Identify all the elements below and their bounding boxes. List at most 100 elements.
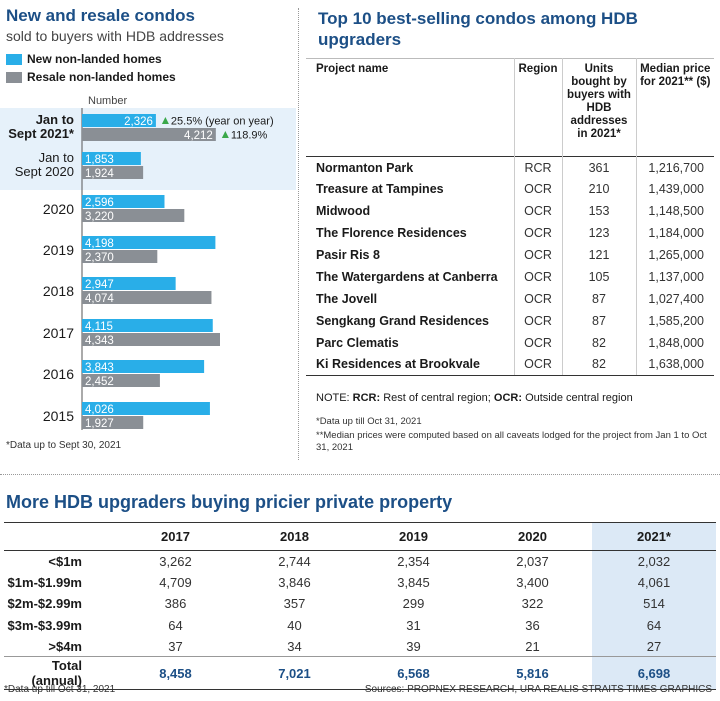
- top10-header-row: Project name Region Units bought by buye…: [306, 58, 714, 157]
- units-cell: 82: [562, 331, 637, 354]
- units-cell: 361: [562, 156, 637, 179]
- value-cell: 6,698: [592, 656, 716, 691]
- region-cell: OCR: [514, 244, 563, 266]
- project-name-cell: Sengkang Grand Residences: [306, 309, 515, 332]
- value-cell: 36: [525, 617, 540, 633]
- bar-value-label-new: 4,198: [85, 238, 114, 250]
- col-project-name: Project name: [306, 58, 515, 157]
- bar-value-label-new: 3,843: [85, 362, 114, 374]
- horizontal-divider: [0, 474, 720, 475]
- note-ocr: OCR:: [493, 392, 523, 404]
- value-cell: 5,816: [473, 656, 592, 691]
- price-band-header-row: 2017 2018 2019 2020 2021*: [4, 522, 716, 551]
- table-row: The Florence Residences OCR 123 1,184,000: [306, 222, 714, 245]
- table-row: $2m-$2.99m 386 357 299 322 514: [4, 593, 716, 615]
- row-label: >$4m: [48, 638, 82, 654]
- median-price-cell: 1,137,000: [648, 269, 704, 284]
- project-name-cell: Normanton Park: [306, 156, 515, 179]
- median-price-cell: 1,585,200: [648, 313, 704, 328]
- region-cell: RCR: [514, 156, 563, 179]
- note-ocr-text: Outside central region: [522, 392, 633, 404]
- bar-new: [82, 114, 156, 127]
- value-cell: 3,846: [278, 574, 311, 590]
- region-note: NOTE: RCR: Rest of central region; OCR: …: [316, 392, 633, 404]
- total-row: Total (annual) 8,458 7,021 6,568 5,816 6,698: [4, 656, 716, 691]
- bar-value-label-new: 2,596: [85, 197, 114, 209]
- col-2019: 2019: [354, 522, 473, 551]
- up-arrow-icon: [161, 117, 169, 124]
- value-cell: 299: [402, 596, 425, 612]
- col-median-price: Median price for 2021** ($): [640, 63, 711, 88]
- category-label: 2016: [43, 366, 74, 382]
- units-cell: 210: [562, 178, 637, 201]
- annotation-resale: 118.9%: [231, 130, 268, 142]
- bar-value-label-resale: 4,343: [85, 335, 114, 347]
- value-cell: 3,845: [397, 574, 430, 590]
- bar-new: [82, 402, 210, 415]
- project-name-cell: Pasir Ris 8: [306, 244, 515, 266]
- note-rcr: RCR:: [352, 392, 381, 404]
- bar-new: [82, 319, 213, 332]
- value-cell: 2,032: [592, 550, 716, 572]
- bar-value-label-resale: 4,074: [85, 293, 114, 305]
- value-cell: 2,037: [516, 553, 549, 569]
- project-name-cell: Parc Clematis: [306, 331, 515, 354]
- top10-title: Top 10 best-selling condos among HDB upg…: [318, 9, 638, 49]
- bottom-title: More HDB upgraders buying pricier privat…: [6, 492, 453, 512]
- units-cell: 87: [562, 287, 637, 310]
- value-cell: 4,709: [159, 574, 192, 590]
- median-price-cell: 1,184,000: [648, 226, 704, 241]
- value-cell: 386: [164, 596, 187, 612]
- value-cell: 21: [525, 638, 540, 654]
- bar-new: [82, 236, 216, 249]
- median-price-cell: 1,265,000: [648, 248, 704, 262]
- table-row: Parc Clematis OCR 82 1,848,000: [306, 331, 714, 354]
- bar-value-label-resale: 2,370: [85, 252, 114, 264]
- value-cell: 7,021: [235, 656, 354, 691]
- project-name-cell: Midwood: [306, 200, 515, 223]
- value-cell: 34: [287, 638, 302, 654]
- bar-new: [82, 277, 176, 290]
- category-label: 2020: [43, 201, 74, 217]
- value-cell: 64: [592, 614, 716, 636]
- bar-new: [82, 360, 205, 373]
- median-price-cell: 1,848,000: [648, 335, 704, 350]
- value-cell: 37: [168, 638, 183, 654]
- region-cell: OCR: [514, 287, 563, 310]
- units-cell: 123: [562, 222, 637, 245]
- value-cell: 8,458: [116, 656, 235, 691]
- legend-label-new: New non-landed homes: [27, 52, 162, 66]
- value-cell: 322: [521, 596, 544, 612]
- median-price-cell: 1,638,000: [636, 353, 714, 376]
- row-label: $2m-$2.99m: [7, 596, 82, 612]
- table-row: Ki Residences at Brookvale OCR 82 1,638,000: [306, 353, 714, 376]
- left-chart-title: New and resale condos: [6, 6, 195, 25]
- value-cell: 31: [406, 617, 421, 633]
- bar-value-label-resale: 1,924: [85, 168, 114, 180]
- table-row: Midwood OCR 153 1,148,500: [306, 200, 714, 223]
- project-name-cell: The Jovell: [306, 287, 515, 310]
- bar-value-label-resale: 2,452: [85, 376, 114, 388]
- bottom-footnote: *Data up till Oct 31, 2021: [4, 684, 116, 695]
- row-label: $3m-$3.99m: [7, 617, 82, 633]
- annotation-new: 25.5% (year on year): [171, 116, 274, 128]
- bar-new: [82, 195, 165, 208]
- project-name-cell: The Watergardens at Canberra: [306, 265, 515, 288]
- value-cell: 40: [287, 617, 302, 633]
- col-units: Units bought by buyers with HDB addresse…: [562, 58, 637, 157]
- category-label: Jan to: [39, 150, 74, 165]
- table-row: >$4m 37 34 39 21 27: [4, 635, 716, 657]
- table-row: The Watergardens at Canberra OCR 105 1,137,…: [306, 265, 714, 288]
- col-2017: 2017: [116, 522, 235, 551]
- table-row: The Jovell OCR 87 1,027,400: [306, 287, 714, 310]
- table-row: Normanton Park RCR 361 1,216,700: [306, 156, 714, 179]
- table-row: $1m-$1.99m 4,709 3,846 3,845 3,400 4,061: [4, 571, 716, 594]
- row-label: $1m-$1.99m: [7, 574, 82, 590]
- left-footnote: *Data up to Sept 30, 2021: [6, 440, 122, 451]
- category-label: 2019: [43, 242, 74, 258]
- table-row: Treasure at Tampines OCR 210 1,439,000: [306, 178, 714, 201]
- note-rcr-text: Rest of central region;: [380, 392, 494, 404]
- bar-new: [82, 152, 141, 165]
- region-cell: OCR: [514, 309, 563, 332]
- value-cell: 2,744: [278, 553, 311, 569]
